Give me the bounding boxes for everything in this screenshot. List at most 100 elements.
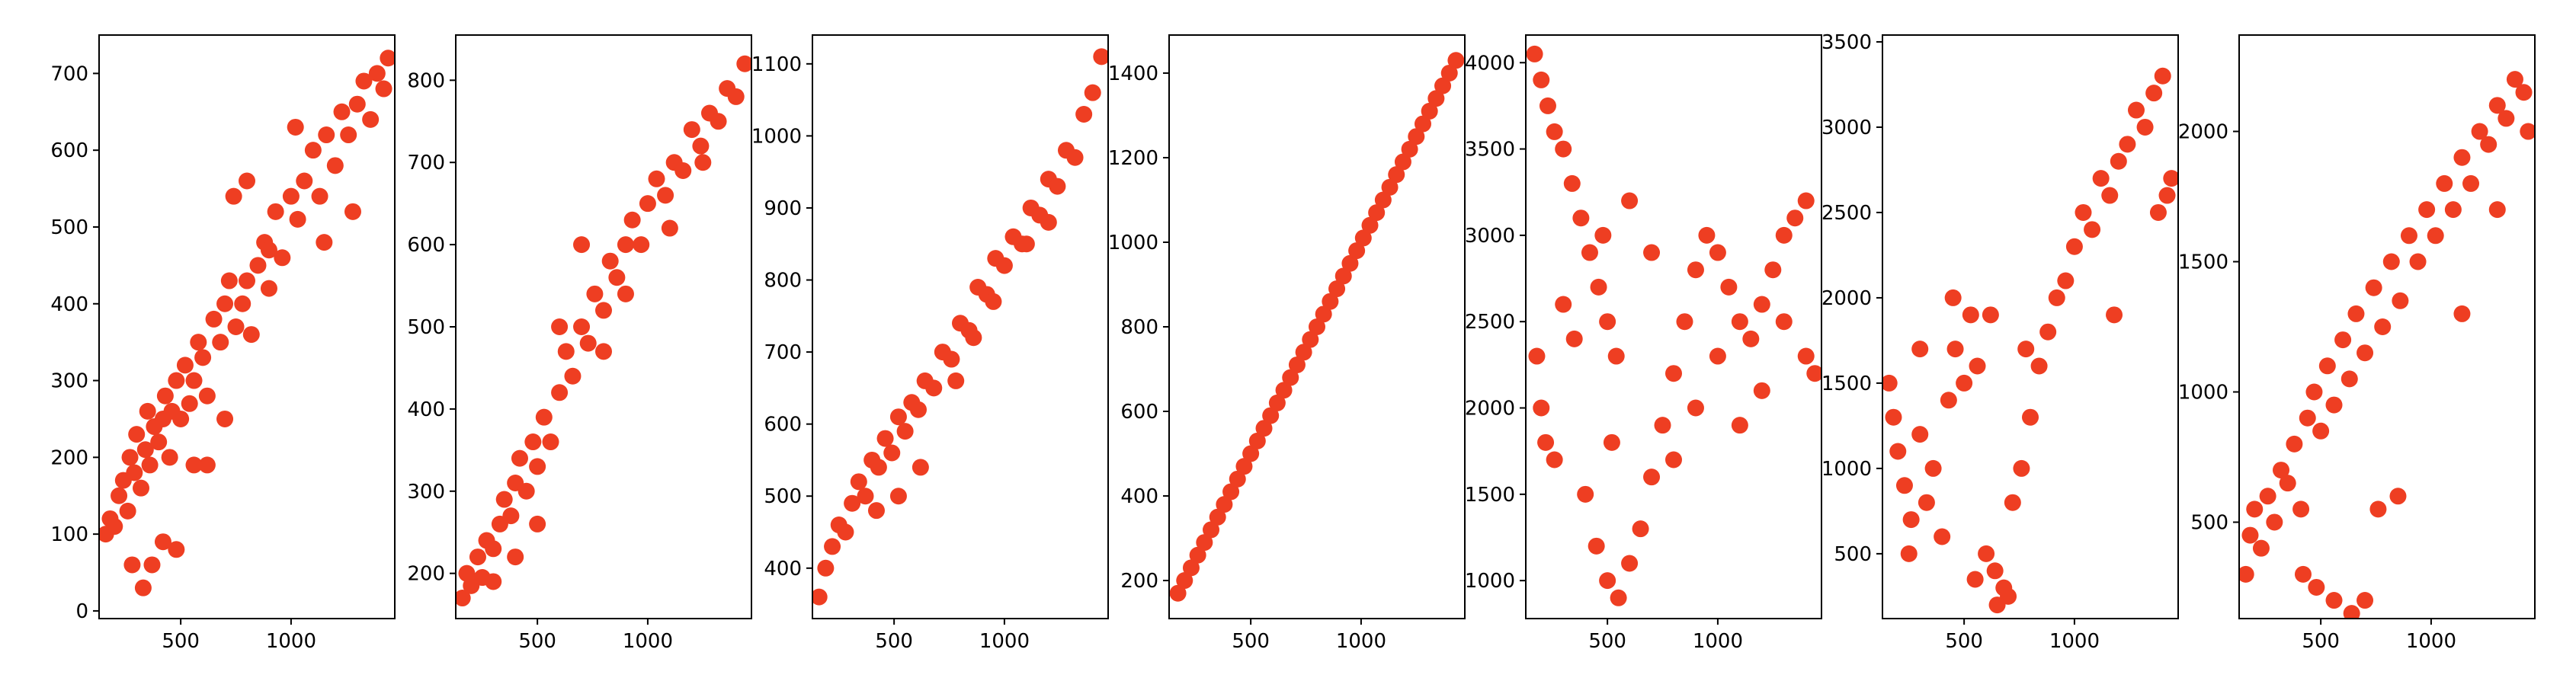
y-tick-label: 2000 (1821, 287, 1872, 310)
scatter-point (1924, 459, 1942, 477)
scatter-point (1709, 347, 1726, 365)
scatter-point (1889, 443, 1907, 460)
scatter-point (1447, 52, 1465, 69)
axes-frame (98, 34, 396, 619)
scatter-point (2400, 227, 2417, 245)
scatter-point (648, 170, 665, 187)
scatter-point (1918, 494, 1935, 511)
scatter-point (727, 88, 745, 105)
scatter-point (1235, 458, 1253, 475)
scatter-point (133, 479, 150, 497)
scatter-point (340, 126, 357, 144)
scatter-point (1676, 313, 1693, 331)
scatter-panel-2: 500 1000 200 300 400 500 600 700 800 (407, 34, 752, 653)
scatter-point (1797, 347, 1815, 365)
scatter-point (316, 234, 333, 251)
scatter-point (2365, 279, 2382, 296)
scatter-point (1753, 382, 1770, 399)
y-tick-label: 400 (1120, 485, 1158, 508)
scatter-point (943, 350, 960, 368)
scatter-point (502, 507, 520, 525)
scatter-point (1607, 347, 1625, 365)
scatter-point (876, 430, 894, 447)
scatter-point (172, 410, 190, 427)
scatter-point (1687, 399, 1704, 417)
scatter-point (1599, 572, 1616, 590)
scatter-point (1986, 562, 2004, 580)
scatter-point (1944, 289, 1962, 306)
y-tick-label: 1100 (751, 53, 802, 76)
scatter-point (355, 72, 373, 90)
scatter-point (608, 269, 626, 286)
scatter-point (185, 372, 203, 389)
y-tick-label: 200 (407, 563, 445, 586)
scatter-point (234, 295, 252, 312)
y-tick-label: 1000 (1821, 458, 1872, 481)
scatter-point (2039, 323, 2057, 341)
x-tick-label: 500 (875, 630, 913, 653)
scatter-point (1528, 347, 1546, 365)
scatter-point (2292, 501, 2310, 518)
scatter-point (2347, 305, 2365, 322)
scatter-point (683, 121, 700, 139)
scatter-point (857, 488, 874, 505)
scatter-point (2299, 409, 2316, 427)
scatter-point (1665, 451, 1682, 469)
scatter-point (2453, 305, 2471, 322)
data-points (1526, 45, 1821, 606)
scatter-point (529, 458, 546, 475)
scatter-point (2294, 565, 2312, 583)
scatter-point (2154, 67, 2171, 85)
scatter-point (1594, 226, 1612, 244)
scatter-point (2318, 357, 2336, 375)
scatter-point (126, 464, 143, 481)
scatter-point (1764, 261, 1782, 279)
scatter-point (694, 154, 712, 171)
x-tick-label: 500 (1232, 630, 1270, 653)
scatter-point (1687, 261, 1704, 279)
scatter-point (1084, 84, 1101, 101)
scatter-point (1555, 140, 1572, 158)
scatter-point (595, 302, 612, 319)
scatter-point (1577, 485, 1594, 503)
scatter-point (1176, 572, 1193, 590)
scatter-point (601, 252, 619, 270)
scatter-point (573, 236, 591, 254)
scatter-point (1742, 330, 1760, 347)
y-tick-label: 1500 (1465, 484, 1515, 507)
scatter-point (542, 433, 559, 451)
scatter-point (551, 384, 569, 401)
scatter-point (2444, 201, 2462, 219)
scatter-point (2279, 475, 2296, 492)
data-points (812, 48, 1108, 606)
scatter-point (1610, 589, 1627, 606)
scatter-point (1401, 140, 1418, 158)
scatter-point (617, 285, 634, 302)
scatter-point (134, 579, 152, 596)
scatter-point (912, 459, 929, 476)
scatter-point (2382, 253, 2400, 270)
scatter-point (1978, 545, 1995, 562)
axes-frame (812, 34, 1109, 619)
scatter-point (1334, 267, 1352, 285)
scatter-point (2374, 318, 2392, 335)
scatter-point (817, 559, 835, 577)
scatter-point (375, 80, 392, 98)
scatter-point (517, 482, 535, 500)
scatter-point (2259, 488, 2276, 505)
scatter-point (194, 349, 212, 366)
y-tick-label: 3500 (1821, 31, 1872, 54)
scatter-point (867, 502, 885, 520)
scatter-point (2136, 118, 2154, 136)
scatter-point (1654, 417, 1671, 434)
scatter-panel-7: 500 1000 500 1000 1500 2000 (2178, 34, 2536, 653)
scatter-point (1709, 244, 1726, 261)
scatter-point (1348, 242, 1366, 260)
y-tick-label: 800 (407, 69, 445, 92)
scatter-point (674, 162, 692, 180)
scatter-point (216, 295, 234, 312)
scatter-point (2149, 203, 2167, 221)
scatter-point (2515, 84, 2533, 101)
scatter-point (2127, 101, 2145, 119)
